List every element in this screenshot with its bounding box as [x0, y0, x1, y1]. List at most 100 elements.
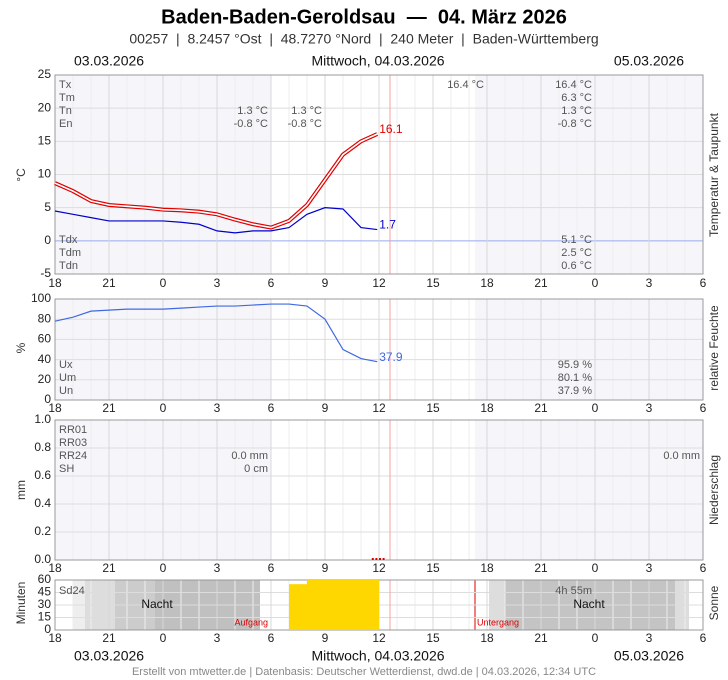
line-core	[54, 133, 378, 229]
annotation: RR03	[59, 437, 87, 449]
y-tick-label: 0.8	[34, 440, 51, 454]
annotation: 0 cm	[244, 463, 268, 475]
annotation: Tdn	[59, 260, 78, 272]
y-tick-label: 0.0	[34, 552, 51, 566]
x-tick-label: 18	[48, 631, 62, 645]
y-tick-label: 25	[38, 67, 52, 81]
x-tick-label: 15	[426, 631, 440, 645]
annotation: 0.0 mm	[231, 450, 268, 462]
annotation: Tm	[59, 92, 75, 104]
side-title: Temperatur & Taupunkt	[707, 112, 721, 237]
y-tick-label: -5	[40, 266, 51, 280]
annotation: 0.6 °C	[561, 260, 592, 272]
annotation: -0.8 °C	[288, 118, 322, 130]
annotation: 5.1 °C	[561, 234, 592, 246]
x-tick-label: 0	[592, 276, 599, 290]
x-tick-label: 12	[372, 401, 386, 415]
y-axis-title: Minuten	[14, 582, 28, 625]
annotation: SH	[59, 463, 74, 475]
x-tick-label: 15	[426, 276, 440, 290]
y-tick-label: 80	[38, 311, 52, 325]
y-tick-label: 15	[38, 134, 52, 148]
y-tick-label: 15	[38, 610, 52, 624]
x-tick-label: 0	[160, 401, 167, 415]
y-axis-title: mm	[14, 480, 28, 500]
bar	[307, 580, 325, 630]
annotation: 2.5 °C	[561, 247, 592, 259]
x-tick-label: 0	[160, 631, 167, 645]
y-tick-label: 20	[38, 372, 52, 386]
y-tick-label: 100	[31, 291, 51, 305]
x-tick-label: 6	[700, 561, 707, 575]
x-tick-label: 3	[646, 276, 653, 290]
x-tick-label: 0	[592, 401, 599, 415]
y-axis-title: °C	[14, 168, 28, 182]
x-tick-label: 15	[426, 561, 440, 575]
x-tick-label: 18	[480, 631, 494, 645]
x-tick-label: 15	[426, 401, 440, 415]
x-tick-label: 3	[646, 631, 653, 645]
y-tick-label: 40	[38, 352, 52, 366]
annotation: 4h 55m	[555, 585, 592, 597]
y-tick-label: 0	[44, 622, 51, 636]
y-tick-label: 45	[38, 585, 52, 599]
annotation: Tdx	[59, 234, 78, 246]
date-label: 03.03.2026	[74, 648, 144, 664]
annotation: En	[59, 118, 72, 130]
side-title: relative Feuchte	[707, 305, 721, 391]
night-shade	[475, 299, 703, 400]
y-tick-label: 0.6	[34, 468, 51, 482]
annotation: Nacht	[141, 597, 173, 611]
y-tick-label: 0	[44, 392, 51, 406]
x-tick-label: 18	[480, 401, 494, 415]
x-tick-label: 21	[102, 631, 116, 645]
x-tick-label: 9	[322, 631, 329, 645]
x-tick-label: 21	[534, 561, 548, 575]
x-tick-label: 3	[214, 631, 221, 645]
y-tick-label: 60	[38, 572, 52, 586]
bar	[371, 558, 374, 560]
annotation: RR01	[59, 424, 87, 436]
end-label: 1.7	[379, 218, 396, 232]
annotation: Aufgang	[234, 617, 268, 627]
bar	[375, 558, 378, 560]
x-tick-label: 21	[534, 401, 548, 415]
bar	[382, 558, 385, 560]
annotation: Tx	[59, 79, 72, 91]
y-tick-label: 60	[38, 332, 52, 346]
bar	[343, 580, 361, 630]
annotation: 37.9 %	[558, 385, 592, 397]
bar	[361, 580, 379, 630]
annotation: Sd24	[59, 585, 85, 597]
x-tick-label: 3	[646, 561, 653, 575]
end-label: 16.1	[379, 122, 403, 136]
x-tick-label: 9	[322, 276, 329, 290]
annotation: Untergang	[477, 617, 519, 627]
x-tick-label: 3	[646, 401, 653, 415]
annotation: -0.8 °C	[558, 118, 592, 130]
x-tick-label: 6	[700, 401, 707, 415]
x-tick-label: 21	[102, 401, 116, 415]
x-tick-label: 3	[214, 276, 221, 290]
x-tick-label: 18	[48, 276, 62, 290]
x-tick-label: 9	[322, 401, 329, 415]
end-label: 37.9	[379, 350, 403, 364]
footer: Erstellt von mtwetter.de | Datenbasis: D…	[132, 666, 596, 678]
page-title: Baden-Baden-Geroldsau — 04. März 2026	[161, 6, 567, 28]
x-tick-label: 18	[480, 276, 494, 290]
x-tick-label: 12	[372, 561, 386, 575]
annotation: 6.3 °C	[561, 92, 592, 104]
annotation: Nacht	[573, 597, 605, 611]
x-tick-label: 12	[372, 276, 386, 290]
y-tick-label: 30	[38, 597, 52, 611]
x-tick-label: 21	[102, 561, 116, 575]
plot-frame	[54, 74, 704, 275]
date-label: Mittwoch, 04.03.2026	[311, 53, 444, 69]
date-label: 05.03.2026	[614, 53, 684, 69]
bar	[289, 584, 307, 630]
annotation: RR24	[59, 450, 87, 462]
x-tick-label: 0	[160, 276, 167, 290]
annotation: 16.4 °C	[555, 79, 592, 91]
x-tick-label: 21	[102, 276, 116, 290]
